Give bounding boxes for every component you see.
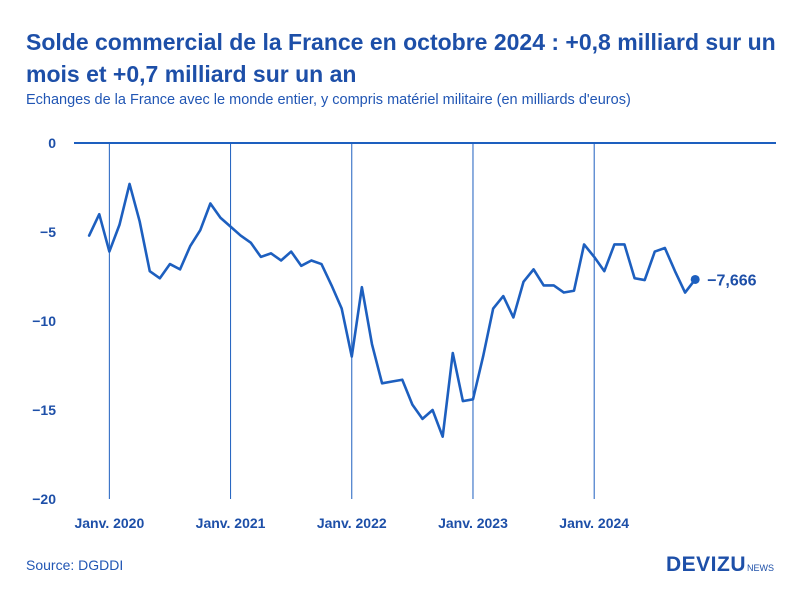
brand-suffix: NEWS — [747, 563, 774, 573]
y-tick-label: −5 — [40, 224, 56, 240]
chart-title: Solde commercial de la France en octobre… — [26, 29, 776, 87]
x-tick-label: Janv. 2020 — [74, 515, 144, 531]
y-tick-label: −20 — [32, 491, 56, 507]
x-gridlines — [108, 143, 595, 499]
last-value-label: −7,666 — [707, 272, 756, 289]
x-tick-label: Janv. 2022 — [317, 515, 387, 531]
x-tick-label: Janv. 2021 — [196, 515, 266, 531]
x-tick-label: Janv. 2024 — [559, 515, 629, 531]
chart-subtitle: Echanges de la France avec le monde enti… — [26, 92, 631, 108]
series-line-solde-commercial — [87, 182, 697, 438]
x-tick-labels: Janv. 2020 Janv. 2021 Janv. 2022 Janv. 2023… — [74, 515, 629, 531]
y-tick-label: −10 — [32, 313, 56, 329]
y-tick-label: 0 — [48, 135, 56, 151]
x-tick-label: Janv. 2023 — [438, 515, 508, 531]
brand-logo: DEVIZUNEWS — [666, 553, 774, 577]
y-tick-label: −15 — [32, 402, 56, 418]
last-data-point — [690, 274, 700, 284]
y-tick-labels: 0 −5 −10 −15 −20 — [32, 135, 56, 507]
brand-name: DEVIZU — [665, 553, 746, 576]
source-note: Source: DGDDI — [26, 557, 124, 573]
